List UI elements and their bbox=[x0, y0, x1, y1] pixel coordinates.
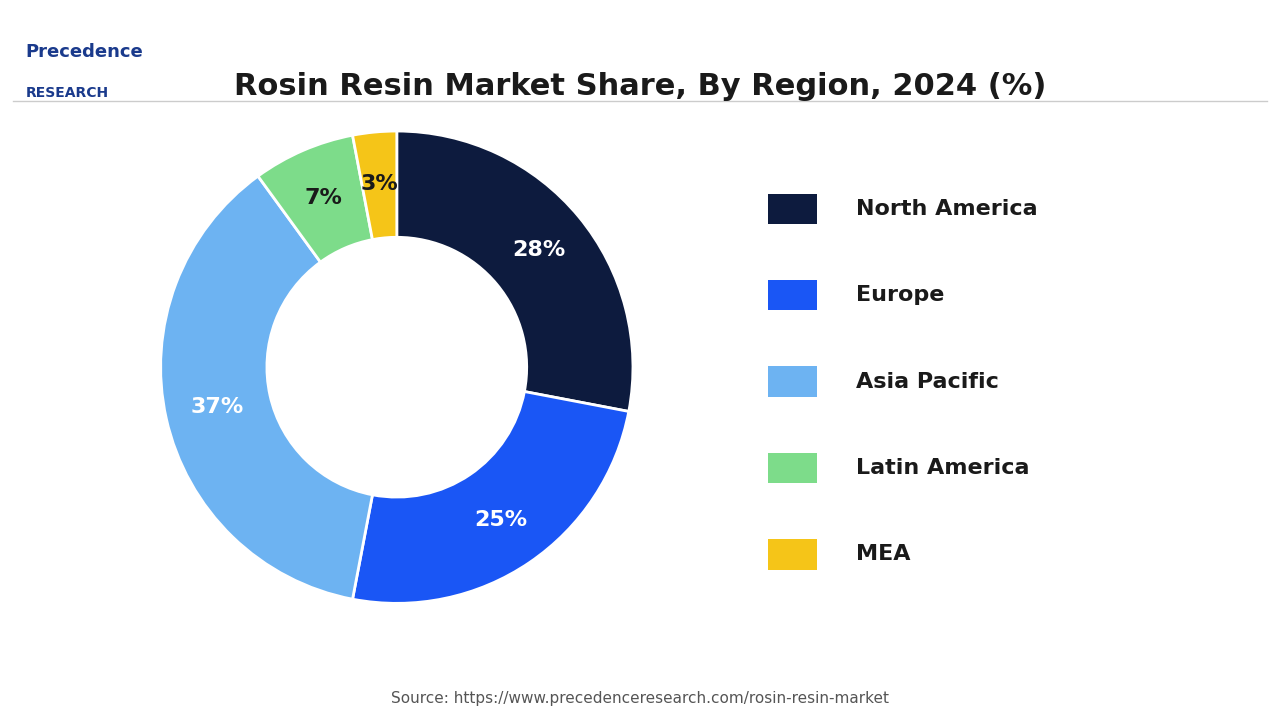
FancyBboxPatch shape bbox=[768, 366, 817, 397]
Text: Europe: Europe bbox=[855, 285, 943, 305]
Text: Asia Pacific: Asia Pacific bbox=[855, 372, 998, 392]
FancyBboxPatch shape bbox=[768, 194, 817, 224]
Text: 25%: 25% bbox=[474, 510, 527, 529]
Wedge shape bbox=[352, 392, 628, 603]
FancyBboxPatch shape bbox=[768, 280, 817, 310]
Text: Source: https://www.precedenceresearch.com/rosin-resin-market: Source: https://www.precedenceresearch.c… bbox=[390, 690, 890, 706]
Text: 7%: 7% bbox=[305, 188, 343, 208]
Text: North America: North America bbox=[855, 199, 1037, 219]
Text: 37%: 37% bbox=[191, 397, 243, 418]
Text: Precedence: Precedence bbox=[26, 43, 143, 61]
FancyBboxPatch shape bbox=[768, 539, 817, 570]
Wedge shape bbox=[259, 135, 372, 262]
Text: Latin America: Latin America bbox=[855, 458, 1029, 478]
Text: 28%: 28% bbox=[512, 240, 566, 260]
Text: RESEARCH: RESEARCH bbox=[26, 86, 109, 100]
FancyBboxPatch shape bbox=[768, 453, 817, 483]
Text: MEA: MEA bbox=[855, 544, 910, 564]
Wedge shape bbox=[352, 131, 397, 240]
Wedge shape bbox=[397, 131, 632, 411]
Text: Rosin Resin Market Share, By Region, 2024 (%): Rosin Resin Market Share, By Region, 202… bbox=[234, 72, 1046, 101]
Text: 3%: 3% bbox=[361, 174, 398, 194]
Wedge shape bbox=[161, 176, 372, 599]
